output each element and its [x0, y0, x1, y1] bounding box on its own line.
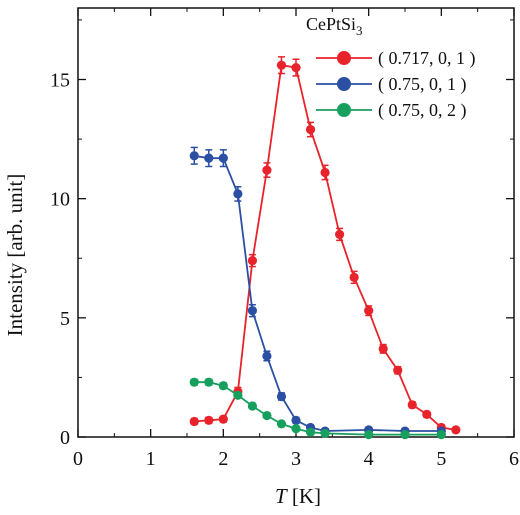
- data-point: [204, 153, 214, 163]
- legend-label: ( 0.75, 0, 2 ): [378, 100, 467, 121]
- y-axis-label: Intensity [arb. unit]: [3, 174, 27, 337]
- data-point: [262, 165, 272, 175]
- x-tick-label: 2: [218, 448, 228, 470]
- x-tick-label: 6: [509, 448, 519, 470]
- data-point: [305, 124, 316, 135]
- x-tick-label: 0: [73, 448, 83, 470]
- legend-label: ( 0.717, 0, 1 ): [378, 48, 476, 69]
- legend-title-subscript: 3: [356, 23, 363, 38]
- x-tick-label: 5: [436, 448, 446, 470]
- x-tick-label: 1: [146, 448, 156, 470]
- data-point: [262, 351, 272, 361]
- data-point: [247, 306, 257, 316]
- legend-title-main: CePtSi: [306, 14, 356, 34]
- legend-item-0: ( 0.717, 0, 1 ): [316, 48, 476, 69]
- data-point: [291, 424, 301, 434]
- data-point: [320, 428, 330, 439]
- data-point: [451, 425, 461, 435]
- data-point: [305, 427, 316, 437]
- data-point: [349, 272, 359, 282]
- data-point: [189, 377, 199, 387]
- legend-marker: [337, 103, 351, 117]
- legend-marker: [337, 77, 351, 91]
- x-axis-label-symbol: T: [275, 484, 288, 508]
- data-point: [247, 256, 257, 266]
- legend: CePtSi3 ( 0.717, 0, 1 ) ( 0.75, 0, 1 ) ( 0.…: [306, 14, 476, 121]
- data-point: [320, 167, 330, 178]
- data-point: [276, 419, 287, 429]
- x-axis-label: T [K]: [275, 484, 321, 508]
- series-line: [194, 154, 442, 432]
- y-tick-label: 0: [60, 427, 70, 449]
- data-point: [233, 189, 243, 199]
- data-point: [400, 430, 410, 440]
- data-point: [276, 391, 287, 402]
- data-point: [407, 400, 417, 410]
- data-point: [204, 415, 214, 425]
- data-point: [335, 229, 345, 240]
- x-axis-label-unit: [K]: [287, 484, 321, 508]
- axes: 0 1 2 3 4 5 6 0 5 10 15: [50, 7, 519, 470]
- data-point: [247, 401, 257, 411]
- y-tick-label: 5: [60, 308, 70, 330]
- y-tick-label: 15: [50, 70, 70, 92]
- y-tick-label: 10: [50, 189, 70, 211]
- data-point: [364, 306, 374, 316]
- legend-title: CePtSi3: [306, 14, 363, 38]
- legend-item-2: ( 0.75, 0, 2 ): [316, 100, 467, 121]
- legend-item-1: ( 0.75, 0, 1 ): [316, 74, 467, 95]
- data-point: [291, 415, 301, 425]
- series-2: [189, 377, 446, 440]
- x-tick-label: 3: [291, 448, 301, 470]
- data-point: [218, 381, 228, 391]
- data-point: [262, 410, 272, 421]
- x-tick-label: 4: [364, 448, 374, 470]
- series-layer: [189, 56, 461, 440]
- data-point: [436, 430, 446, 440]
- data-point: [393, 365, 403, 375]
- legend-label: ( 0.75, 0, 1 ): [378, 74, 467, 95]
- data-point: [276, 60, 287, 70]
- data-point: [233, 390, 243, 400]
- data-point: [364, 430, 374, 440]
- data-point: [189, 416, 199, 427]
- data-point: [204, 377, 214, 387]
- legend-marker: [337, 51, 351, 65]
- data-point: [378, 344, 388, 354]
- data-point: [422, 409, 432, 419]
- data-point: [218, 153, 228, 163]
- data-point: [291, 62, 301, 73]
- data-point: [189, 151, 199, 161]
- data-point: [218, 414, 228, 424]
- series-0: [189, 56, 461, 435]
